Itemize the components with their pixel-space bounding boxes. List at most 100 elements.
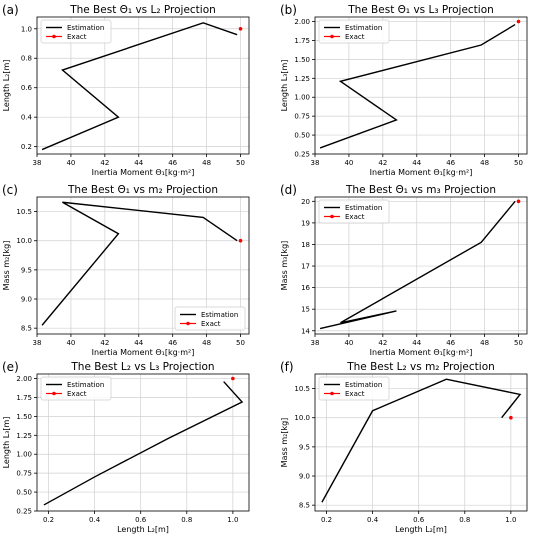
x-tick-label: 0.4 bbox=[89, 516, 101, 524]
y-tick-label: 14 bbox=[301, 327, 310, 335]
x-tick-label: 38 bbox=[33, 339, 42, 347]
y-axis-label: Mass m₂[kg] bbox=[280, 418, 289, 468]
x-tick-label: 50 bbox=[514, 159, 523, 167]
y-tick-label: 15 bbox=[301, 306, 310, 314]
y-tick-label: 17 bbox=[301, 263, 310, 271]
y-tick-label: 1.25 bbox=[294, 75, 310, 83]
x-tick-label: 44 bbox=[412, 339, 421, 347]
y-tick-label: 16 bbox=[301, 284, 310, 292]
plot-frame bbox=[314, 16, 528, 155]
panel-label: (d) bbox=[280, 183, 297, 197]
y-tick-label: 1.75 bbox=[294, 37, 310, 45]
chart-panel-e: 0.2 0.4 0.6 0.8 1.0 0.25 0.50 0.75 1.00 1.25 1.50 1… bbox=[2, 360, 250, 534]
x-tick-label: 42 bbox=[378, 159, 387, 167]
y-axis-label: Length L₃[m] bbox=[280, 60, 289, 112]
y-tick-label: 1.50 bbox=[16, 413, 32, 421]
legend-box bbox=[318, 19, 390, 44]
y-tick-label: 9.0 bbox=[21, 296, 32, 304]
panel-label: (c) bbox=[2, 183, 18, 197]
y-tick-label: 9.5 bbox=[21, 266, 32, 274]
series-estimation-line bbox=[319, 200, 516, 330]
y-tick-label: 1.75 bbox=[16, 394, 32, 402]
legend-exact-marker bbox=[186, 321, 190, 326]
chart-title: The Best Θ₁ vs L₃ Projection bbox=[347, 4, 494, 16]
series-estimation-line bbox=[41, 22, 238, 151]
y-axis-label: Length L₂[m] bbox=[2, 60, 11, 112]
y-tick-label: 1.50 bbox=[294, 56, 310, 64]
legend-exact-marker bbox=[52, 34, 56, 39]
legend-estimation-label: Estimation bbox=[67, 381, 104, 389]
chart-title: The Best Θ₁ vs m₂ Projection bbox=[67, 184, 218, 196]
legend-exact-marker bbox=[52, 391, 56, 396]
chart-title: The Best Θ₁ vs L₂ Projection bbox=[69, 4, 216, 16]
x-tick-label: 0.2 bbox=[321, 516, 332, 524]
x-tick-label: 46 bbox=[168, 159, 177, 167]
x-tick-label: 40 bbox=[66, 339, 75, 347]
x-tick-label: 48 bbox=[480, 159, 489, 167]
panel-label: (f) bbox=[280, 360, 294, 374]
y-tick-label: 10.5 bbox=[294, 385, 310, 393]
y-tick-label: 8.5 bbox=[299, 502, 310, 510]
legend-estimation-label: Estimation bbox=[201, 311, 238, 319]
y-tick-label: 10.0 bbox=[294, 414, 310, 422]
y-tick-label: 0.25 bbox=[16, 508, 32, 516]
x-axis-label: Inertia Moment Θ₁[kg·m²] bbox=[370, 168, 473, 177]
x-tick-label: 0.8 bbox=[459, 516, 470, 524]
x-tick-label: 38 bbox=[33, 159, 42, 167]
series-exact-point bbox=[516, 199, 521, 204]
y-tick-label: 0.50 bbox=[16, 489, 32, 497]
y-tick-label: 1.25 bbox=[16, 432, 32, 440]
series-estimation-line bbox=[319, 23, 516, 149]
legend-estimation-label: Estimation bbox=[67, 24, 104, 32]
x-axis-label: Inertia Moment Θ₁[kg·m²] bbox=[370, 348, 473, 357]
series-estimation-line bbox=[43, 381, 244, 506]
y-tick-label: 10.0 bbox=[16, 237, 32, 245]
series-estimation-line bbox=[41, 201, 238, 326]
x-axis-label: Length L₂[m] bbox=[117, 525, 169, 534]
x-tick-label: 44 bbox=[412, 159, 421, 167]
legend-exact-label: Exact bbox=[345, 213, 365, 221]
x-axis-label: Inertia Moment Θ₁[kg·m²] bbox=[92, 168, 195, 177]
panel-label: (a) bbox=[2, 3, 19, 17]
plot-frame bbox=[36, 196, 250, 335]
chart-panel-a: 38 40 42 44 46 48 50 0.2 0.4 0.6 0.8 1.0 The Best Θ₁… bbox=[2, 3, 250, 177]
plot-frame bbox=[314, 373, 528, 512]
legend-box bbox=[318, 199, 390, 224]
x-tick-label: 46 bbox=[168, 339, 177, 347]
panel-label: (e) bbox=[2, 360, 19, 374]
y-tick-label: 9.5 bbox=[299, 443, 310, 451]
legend-estimation-label: Estimation bbox=[345, 204, 382, 212]
y-axis-label: Length L₃[m] bbox=[2, 417, 11, 469]
legend-exact-marker bbox=[330, 391, 334, 396]
legend-exact-label: Exact bbox=[345, 390, 365, 398]
x-tick-label: 46 bbox=[446, 339, 455, 347]
panel-label: (b) bbox=[280, 3, 297, 17]
y-tick-label: 0.25 bbox=[294, 151, 310, 159]
y-axis-label: Mass m₃[kg] bbox=[280, 241, 289, 291]
chart-title: The Best L₂ vs m₂ Projection bbox=[346, 361, 495, 373]
y-tick-label: 19 bbox=[301, 219, 310, 227]
y-tick-label: 18 bbox=[301, 241, 310, 249]
x-tick-label: 40 bbox=[344, 159, 353, 167]
x-tick-label: 50 bbox=[236, 339, 245, 347]
x-tick-label: 0.6 bbox=[413, 516, 425, 524]
x-tick-label: 0.8 bbox=[181, 516, 192, 524]
y-tick-label: 20 bbox=[301, 198, 310, 206]
legend-exact-label: Exact bbox=[345, 33, 365, 41]
y-tick-label: 0.4 bbox=[21, 114, 33, 122]
y-tick-label: 8.5 bbox=[21, 325, 32, 333]
y-tick-label: 0.75 bbox=[16, 470, 32, 478]
chart-panel-c: 38 40 42 44 46 48 50 8.5 9.0 9.5 10.0 10.5 The Best … bbox=[2, 183, 250, 357]
legend-estimation-label: Estimation bbox=[345, 24, 382, 32]
x-tick-label: 0.2 bbox=[43, 516, 54, 524]
x-tick-label: 48 bbox=[202, 339, 211, 347]
y-tick-label: 0.75 bbox=[294, 113, 310, 121]
y-tick-label: 0.6 bbox=[21, 84, 33, 92]
chart-panel-d: 38 40 42 44 46 48 50 14 15 16 17 18 19 20 The Best Θ₁ … bbox=[280, 183, 528, 357]
series-estimation-line bbox=[321, 378, 522, 503]
